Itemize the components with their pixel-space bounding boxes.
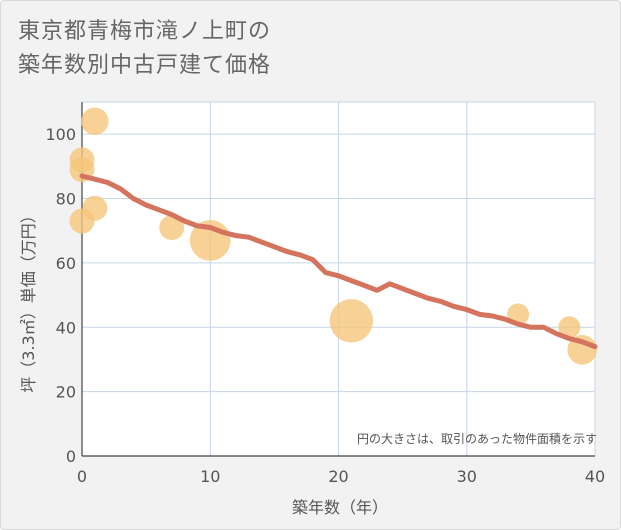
x-tick-label: 20	[328, 467, 348, 486]
y-tick-label: 20	[56, 383, 76, 402]
x-tick-labels: 0 10 20 30 40	[77, 467, 605, 486]
data-bubble	[558, 316, 581, 339]
y-tick-label: 0	[66, 447, 76, 466]
y-tick-labels: 0 20 40 60 80 100	[45, 125, 76, 466]
x-tick-label: 10	[200, 467, 220, 486]
trend-line	[79, 173, 598, 350]
y-axis-label: 坪（3.3㎡）単価（万円）	[19, 207, 38, 392]
y-tick-label: 80	[56, 190, 76, 209]
x-tick-label: 30	[457, 467, 477, 486]
grid-lines	[82, 101, 596, 456]
y-tick-label: 40	[56, 318, 76, 337]
data-bubble	[329, 299, 374, 343]
x-axis-label: 築年数（年）	[292, 498, 388, 517]
x-tick-label: 0	[77, 467, 87, 486]
y-tick-label: 100	[45, 125, 76, 144]
chart-title: 東京都青梅市滝ノ上町の 築年数別中古戸建て価格	[18, 15, 271, 83]
data-bubble	[81, 107, 109, 136]
chart-title-line-1: 東京都青梅市滝ノ上町の	[18, 19, 272, 44]
size-note: 円の大きさは、取引のあった物件面積を示す	[357, 431, 597, 446]
data-bubble	[82, 195, 108, 221]
x-tick-label: 40	[585, 467, 605, 486]
y-tick-label: 60	[56, 254, 76, 273]
bubble-series	[69, 107, 597, 365]
data-bubble	[159, 215, 185, 241]
trend-series	[79, 173, 598, 350]
chart-title-line-2: 築年数別中古戸建て価格	[18, 53, 272, 78]
